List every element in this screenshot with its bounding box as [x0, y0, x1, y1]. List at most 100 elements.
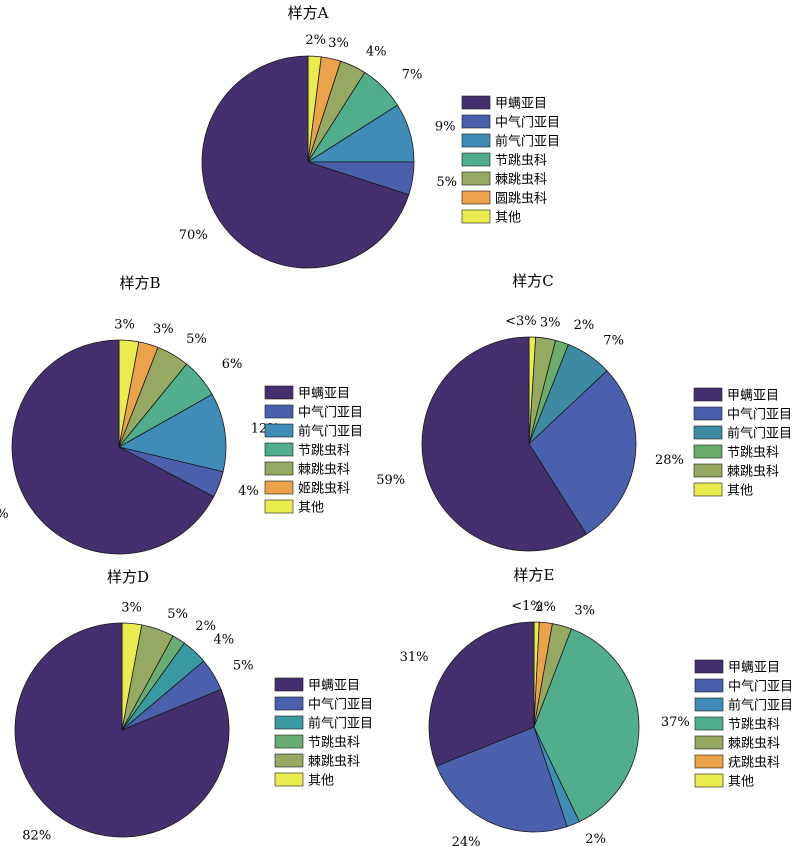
data-label: 4%	[366, 45, 387, 60]
legend-swatch	[274, 715, 304, 730]
legend-label: 甲螨亚目	[728, 661, 780, 676]
legend-swatch	[694, 678, 724, 693]
legend-label: 前气门亚目	[298, 424, 363, 440]
legend-label: 前气门亚目	[308, 716, 373, 732]
legend-label: 疣跳虫科	[728, 756, 780, 771]
data-label: <1%	[511, 599, 543, 614]
legend-swatch	[274, 772, 304, 787]
legend-label: 甲螨亚目	[298, 387, 350, 402]
pie-slice	[528, 370, 637, 535]
pie-slice	[428, 621, 535, 767]
data-label: 37%	[661, 715, 690, 730]
data-label: 3%	[574, 603, 595, 618]
legend-label: 其他	[495, 211, 521, 226]
legend-swatch	[264, 480, 294, 495]
pie-chart-1: 样方A 2% 3% 4% 7% 9% 5% 70% 甲螨亚目中气门亚目前气门亚目节跳虫科棘跳虫科…	[179, 4, 560, 269]
data-label: 2%	[585, 832, 606, 846]
legend-label: 甲螨亚目	[495, 97, 547, 112]
legend-label: 棘跳虫科	[495, 173, 547, 188]
data-label: 82%	[22, 829, 51, 844]
data-label: 2%	[574, 318, 595, 333]
legend-swatch	[694, 773, 724, 788]
data-label: 3%	[121, 601, 142, 616]
chart-title: 样方E	[514, 566, 555, 584]
data-label: 5%	[233, 658, 254, 673]
legend-label: 棘跳虫科	[308, 755, 360, 770]
legend-label: 节跳虫科	[728, 718, 780, 733]
data-label: 2%	[535, 600, 556, 615]
legend-label: 中气门亚目	[728, 679, 793, 695]
data-label: 5%	[186, 332, 207, 347]
legend-swatch	[694, 697, 724, 712]
legend-swatch	[694, 716, 724, 731]
chart-title: 样方D	[107, 568, 149, 586]
data-label: <3%	[505, 314, 537, 329]
legend-swatch	[274, 677, 304, 692]
legend-swatch	[274, 753, 304, 768]
legend-label: 甲螨亚目	[308, 679, 360, 694]
legend-swatch	[693, 463, 723, 478]
data-label: 2%	[195, 619, 216, 634]
pie-slice	[117, 393, 227, 473]
legend-label: 其他	[728, 775, 754, 790]
pie-slice	[421, 336, 587, 552]
data-label: 3%	[540, 316, 561, 331]
chart-title: 样方A	[288, 4, 329, 22]
legend-label: 节跳虫科	[727, 446, 779, 461]
pie-slice	[533, 628, 640, 823]
legend-label: 其他	[727, 484, 753, 499]
data-label: 5%	[436, 175, 457, 190]
chart-title: 样方B	[119, 274, 160, 292]
legend-swatch	[693, 387, 723, 402]
legend-swatch	[694, 754, 724, 769]
legend-label: 棘跳虫科	[728, 737, 780, 752]
legend-swatch	[274, 734, 304, 749]
pie-chart-3: 样方C <3% 3% 2% 7% 28% 59% 甲螨亚目中气门亚目前气门亚目节跳虫科棘跳虫科…	[376, 272, 792, 552]
legend-swatch	[693, 406, 723, 421]
data-label: 7%	[603, 334, 624, 349]
pie-slice	[201, 55, 410, 269]
data-label: 3%	[153, 322, 174, 337]
legend-label: 前气门亚目	[728, 698, 793, 714]
data-label: 3%	[114, 318, 135, 333]
legend-label: 棘跳虫科	[298, 463, 350, 478]
legend-label: 姬跳虫科	[298, 482, 350, 497]
legend-swatch	[264, 423, 294, 438]
legend-label: 中气门亚目	[298, 405, 363, 421]
legend-swatch	[461, 114, 491, 129]
legend-label: 中气门亚目	[495, 115, 560, 131]
data-label: 59%	[376, 473, 405, 488]
legend-label: 其他	[298, 501, 324, 516]
legend-swatch	[461, 209, 491, 224]
data-label: 6%	[222, 357, 243, 372]
legend-swatch	[461, 133, 491, 148]
legend-swatch	[461, 95, 491, 110]
legend-swatch	[264, 385, 294, 400]
legend-swatch	[264, 461, 294, 476]
legend-swatch	[693, 482, 723, 497]
legend-swatch	[693, 444, 723, 459]
legend-swatch	[694, 659, 724, 674]
legend-label: 节跳虫科	[308, 736, 360, 751]
data-label: 4%	[238, 484, 259, 499]
legend-label: 节跳虫科	[298, 444, 350, 459]
data-label: 28%	[655, 453, 684, 468]
chart-title: 样方C	[512, 272, 553, 290]
data-label: 4%	[214, 633, 235, 648]
legend-label: 棘跳虫科	[727, 465, 779, 480]
legend-label: 前气门亚目	[495, 134, 560, 150]
legend-swatch	[274, 696, 304, 711]
legend-label: 节跳虫科	[495, 154, 547, 169]
data-label: 9%	[435, 119, 456, 134]
pie-slice	[11, 339, 215, 555]
data-label: 7%	[402, 67, 423, 82]
data-label: 3%	[328, 36, 349, 51]
legend-label: 圆跳虫科	[495, 192, 547, 207]
legend-swatch	[264, 404, 294, 419]
